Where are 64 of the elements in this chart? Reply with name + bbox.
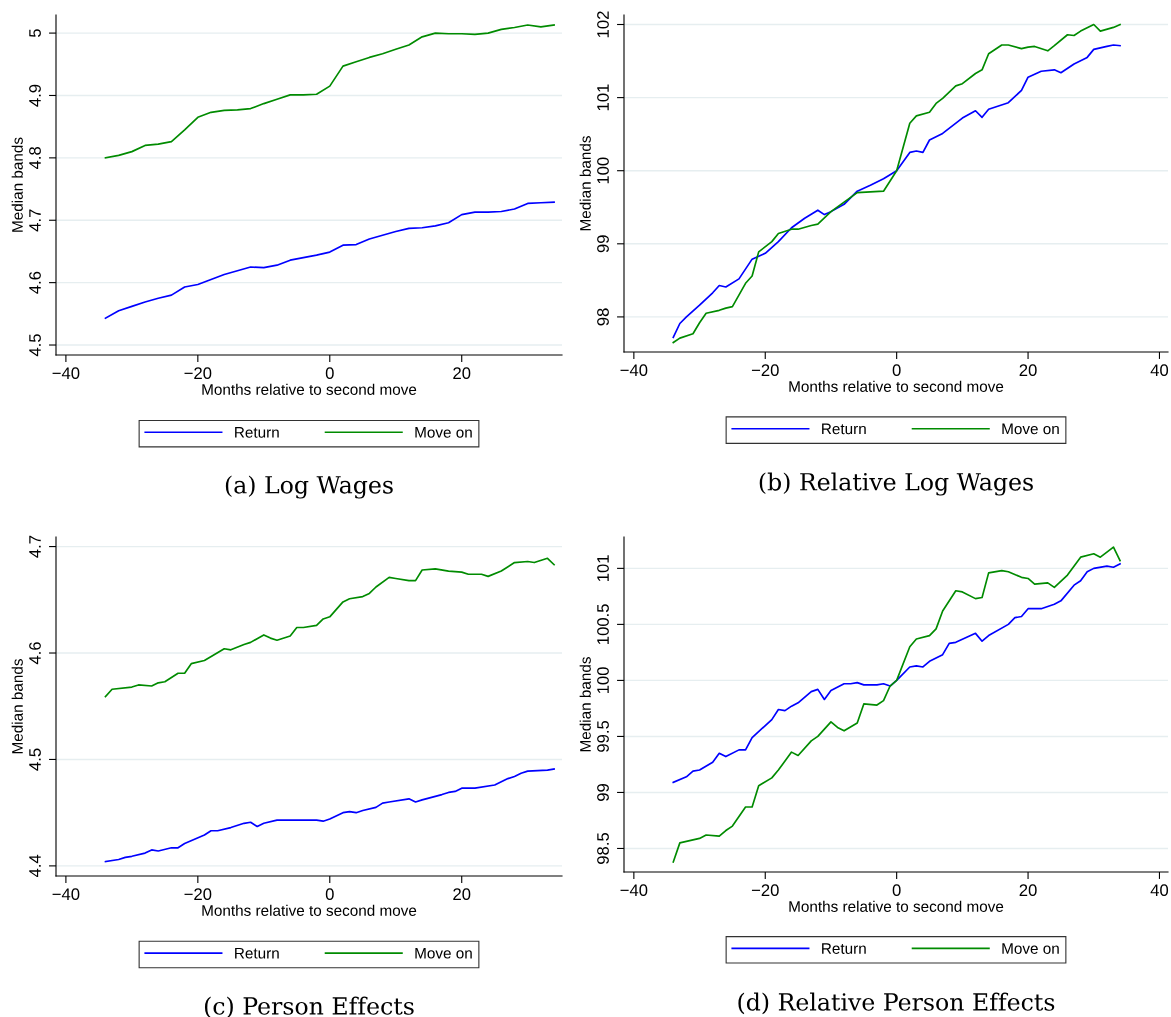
x-tick-label: 20 xyxy=(1019,884,1037,897)
line-series xyxy=(104,24,555,159)
x-tick-label: −40 xyxy=(52,888,80,901)
legend-label: Return xyxy=(235,427,279,438)
x-tick-label: −40 xyxy=(52,367,80,380)
x-axis-title: Months relative to second move xyxy=(789,380,1004,392)
y-tick-label: 4.6 xyxy=(29,642,41,665)
legend-label: Return xyxy=(822,423,866,435)
y-tick-label: 102 xyxy=(597,11,609,38)
line-series xyxy=(104,557,555,698)
x-tick-label: 20 xyxy=(1019,364,1037,377)
y-axis-title: Median bands xyxy=(11,659,23,754)
x-tick-label: 40 xyxy=(1150,364,1169,377)
legend-label: Move on xyxy=(1002,423,1059,435)
x-tick-label: 0 xyxy=(892,364,901,377)
y-tick-label: 101 xyxy=(597,555,609,581)
y-tick-label: 100 xyxy=(597,157,609,184)
line-series xyxy=(104,201,555,320)
x-tick-label: −20 xyxy=(184,367,212,380)
y-tick-label: 101 xyxy=(597,84,609,111)
y-tick-label: 98.5 xyxy=(597,832,609,864)
y-tick-label: 99 xyxy=(597,783,609,801)
y-axis-title: Median bands xyxy=(579,136,591,231)
y-tick-label: 4.9 xyxy=(29,84,41,107)
line-series xyxy=(672,546,1121,863)
y-tick-label: 100 xyxy=(597,667,609,694)
x-tick-label: −20 xyxy=(751,884,779,897)
legend-label: Return xyxy=(235,947,279,959)
x-tick-label: 20 xyxy=(453,888,471,901)
y-tick-label: 4.6 xyxy=(29,271,41,294)
x-tick-label: −40 xyxy=(620,884,648,897)
x-tick-label: 0 xyxy=(892,884,901,897)
y-tick-label: 99.5 xyxy=(597,720,609,752)
text: (d) Relative Person Effects xyxy=(738,992,1055,1015)
y-tick-label: 100.5 xyxy=(597,604,609,644)
y-tick-label: 99 xyxy=(597,235,609,253)
line-series xyxy=(672,563,1121,784)
x-tick-label: −20 xyxy=(184,888,212,901)
y-axis-title: Median bands xyxy=(11,137,23,232)
y-tick-label: 4.5 xyxy=(29,334,41,357)
line-series xyxy=(104,768,555,863)
y-tick-label: 4.7 xyxy=(29,209,41,232)
x-axis-title: Months relative to second move xyxy=(789,900,1004,912)
y-tick-label: 4.7 xyxy=(29,535,41,558)
y-axis-title: Median bands xyxy=(579,657,591,752)
y-tick-label: 5 xyxy=(29,29,41,38)
legend-label: Return xyxy=(822,943,866,954)
legend-label: Move on xyxy=(1002,943,1059,954)
x-axis-title: Months relative to second move xyxy=(202,383,417,395)
y-tick-label: 98 xyxy=(597,308,609,326)
y-tick-label: 4.5 xyxy=(29,748,41,771)
x-tick-label: 0 xyxy=(325,888,334,901)
x-tick-label: −40 xyxy=(620,364,648,377)
y-tick-label: 4.8 xyxy=(29,147,41,170)
x-tick-label: −20 xyxy=(751,364,779,377)
legend-label: Move on xyxy=(415,427,472,438)
x-tick-label: 20 xyxy=(453,367,471,380)
x-axis-title: Months relative to second move xyxy=(202,904,417,916)
text: (a) Log Wages xyxy=(225,475,393,499)
x-tick-label: 40 xyxy=(1150,884,1169,897)
y-tick-label: 4.4 xyxy=(29,854,41,878)
legend-label: Move on xyxy=(415,947,472,959)
x-tick-label: 0 xyxy=(325,367,334,380)
text: (b) Relative Log Wages xyxy=(759,472,1033,496)
